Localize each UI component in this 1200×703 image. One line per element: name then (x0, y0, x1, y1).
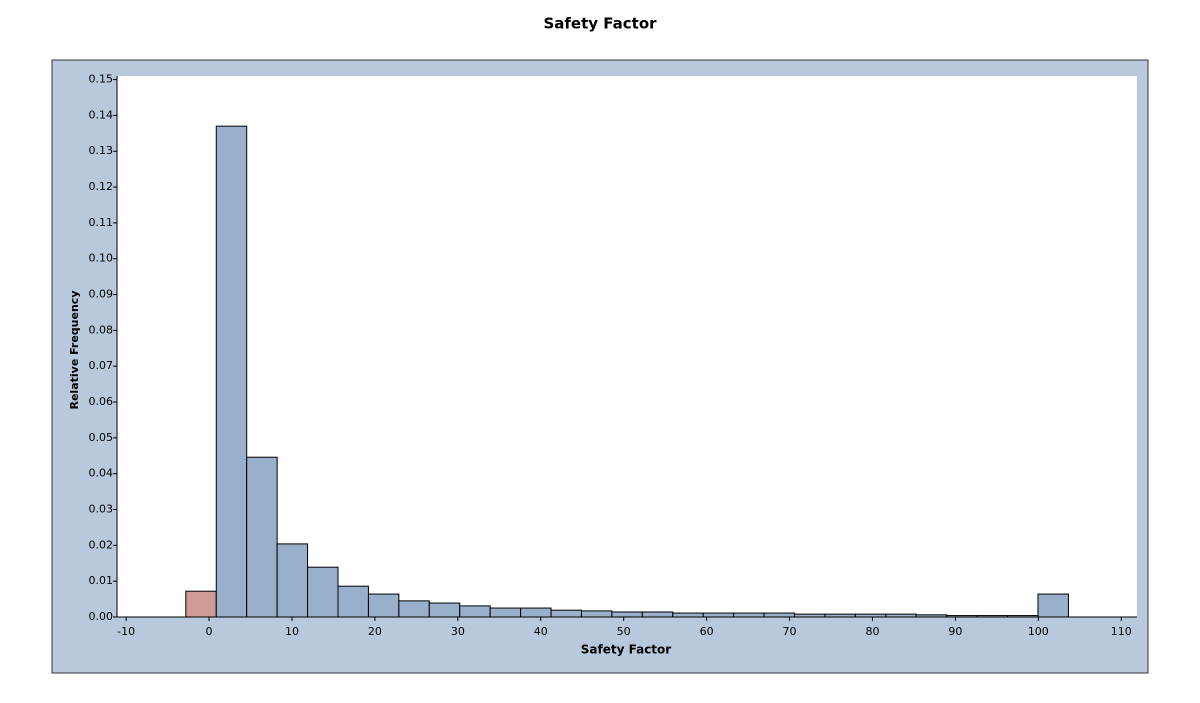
x-tick-label: 30 (451, 625, 465, 638)
y-tick-label: 0.14 (89, 108, 114, 121)
x-tick-label: 0 (206, 625, 213, 638)
y-tick-label: 0.11 (89, 216, 114, 229)
x-tick-label: 90 (948, 625, 962, 638)
y-tick-label: 0.06 (89, 395, 114, 408)
y-tick-label: 0.10 (89, 252, 114, 265)
y-tick-label: 0.08 (89, 323, 114, 336)
x-tick-label: 80 (865, 625, 879, 638)
bar (641, 611, 674, 618)
bar (246, 456, 278, 618)
x-tick-label: 110 (1111, 625, 1132, 638)
plot-area (117, 76, 1137, 617)
bar (520, 607, 552, 618)
bar (428, 602, 461, 618)
y-tick-label: 0.02 (89, 538, 114, 551)
y-tick-label: 0.13 (89, 144, 114, 157)
bar (398, 600, 430, 618)
bar (763, 612, 796, 618)
y-tick-label: 0.15 (89, 73, 114, 86)
x-tick-label: 20 (368, 625, 382, 638)
y-tick-label: 0.01 (89, 574, 114, 587)
y-tick-label: 0.07 (89, 359, 114, 372)
bar (1037, 593, 1069, 618)
bar (672, 612, 704, 618)
bar (337, 585, 369, 618)
bar (611, 611, 643, 618)
x-tick-label: 60 (700, 625, 714, 638)
bar (702, 612, 735, 618)
y-tick-label: 0.03 (89, 503, 114, 516)
bar (550, 609, 582, 618)
x-tick-label: 10 (285, 625, 299, 638)
bar (459, 605, 491, 618)
x-tick-label: 70 (783, 625, 797, 638)
chart-title: Safety Factor (543, 15, 657, 33)
x-tick-label: -10 (117, 625, 135, 638)
x-tick-label: 50 (617, 625, 631, 638)
y-tick-label: 0.00 (89, 610, 114, 623)
bar (489, 607, 522, 618)
y-tick-label: 0.09 (89, 288, 114, 301)
bar (215, 125, 248, 618)
y-tick-label: 0.05 (89, 431, 114, 444)
y-axis-label: Relative Frequency (68, 291, 81, 410)
bar (307, 566, 339, 618)
y-tick-label: 0.12 (89, 180, 114, 193)
y-tick-label: 0.04 (89, 467, 114, 480)
x-axis-label: Safety Factor (581, 643, 672, 657)
x-tick-label: 100 (1028, 625, 1049, 638)
bar (367, 593, 400, 618)
bar (580, 610, 613, 618)
bar (276, 543, 309, 618)
bar (185, 590, 217, 618)
x-tick-label: 40 (534, 625, 548, 638)
bar (733, 612, 765, 618)
